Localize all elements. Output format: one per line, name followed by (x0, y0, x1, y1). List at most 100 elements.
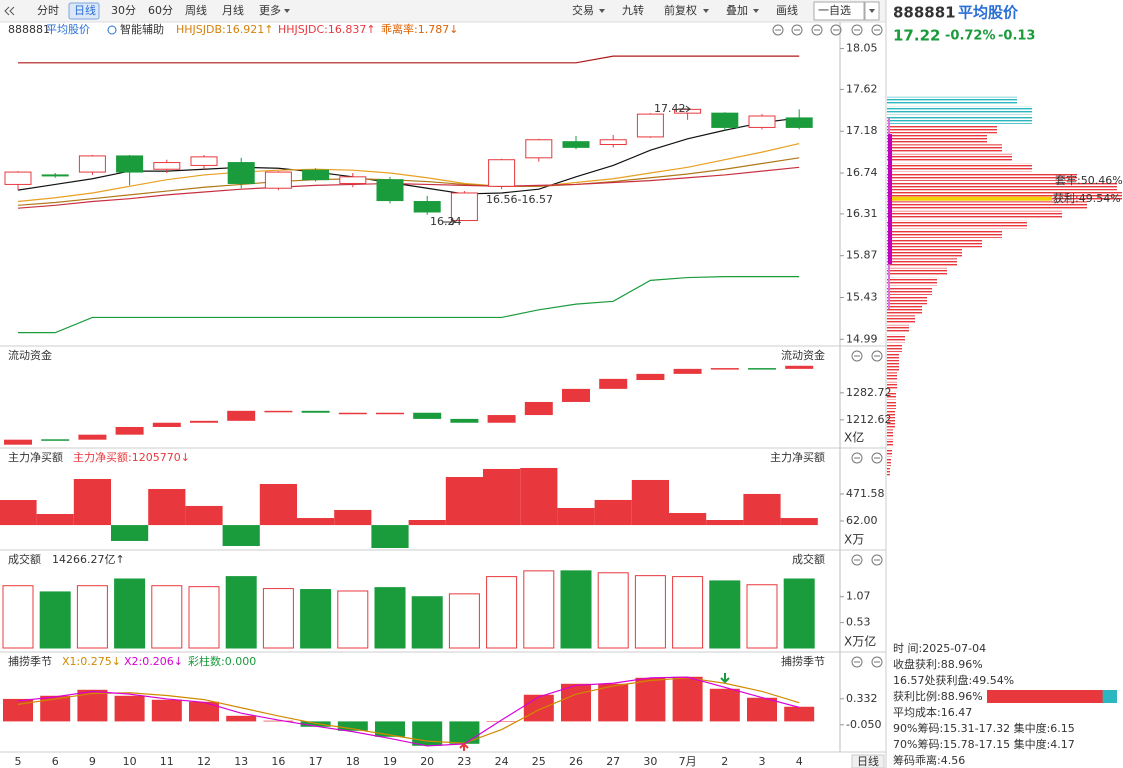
dropdown-arrow (869, 9, 875, 13)
candle-body (748, 115, 776, 128)
x-tick-label: 27 (606, 755, 620, 768)
legend-hhjsjdb: HHJSJDB:16.921↑ (176, 23, 273, 36)
flow-bar (376, 412, 404, 415)
panel-icon[interactable] (772, 24, 784, 36)
candle-body (636, 113, 664, 138)
season-bar (709, 688, 740, 722)
info-line: 16.57处获利盘:49.54% (893, 673, 1014, 687)
panel-icon[interactable] (871, 554, 883, 566)
amount-bar (634, 575, 666, 649)
y-tick-label: 18.05 (846, 42, 878, 55)
x-tick-label: 9 (89, 755, 96, 768)
chip-bar (887, 419, 895, 428)
flow-bar (264, 410, 293, 413)
panel-title-right: 主力净买额 (770, 450, 825, 464)
chip-bar (887, 258, 957, 267)
y-tick-label: -0.050 (846, 718, 881, 731)
tab[interactable]: 分时 (37, 4, 59, 17)
season-bar (114, 695, 145, 722)
candle-body (116, 155, 144, 173)
chip-bar (887, 457, 891, 466)
amount-bar (2, 585, 34, 649)
toolbar-button[interactable]: 画线 (776, 3, 798, 17)
season-bar (375, 721, 405, 737)
amount-bar (783, 578, 815, 649)
toolbar-button[interactable]: 一自选 (818, 4, 851, 17)
candle-body (599, 139, 627, 146)
candle-body (153, 162, 181, 170)
candle-body (711, 112, 739, 128)
panel-icon[interactable] (871, 24, 883, 36)
panel-icon[interactable] (851, 554, 863, 566)
chip-bar (887, 438, 893, 447)
legend-assist[interactable]: 智能辅助 (120, 22, 164, 36)
panel-title: 成交额 (8, 552, 41, 566)
chip-bar (887, 410, 895, 419)
period-label[interactable]: 日线 (857, 754, 879, 768)
season-bar (151, 699, 182, 722)
x-tick-label: 24 (495, 755, 509, 768)
panel-icon[interactable] (851, 656, 863, 668)
legend-name: 平均股价 (46, 23, 90, 36)
season-bar (635, 677, 666, 722)
period-box[interactable] (851, 754, 885, 768)
candle-body (488, 159, 516, 187)
flow-bar (599, 378, 628, 389)
season-bar (672, 676, 703, 722)
button-box[interactable] (813, 1, 865, 21)
panel-icon[interactable] (851, 452, 863, 464)
x-tick-label: 4 (796, 755, 803, 768)
tab[interactable]: 30分 (111, 4, 136, 17)
flow-bar (227, 410, 256, 421)
chip-bar (887, 125, 997, 134)
panel-icon[interactable] (791, 24, 803, 36)
assist-icon[interactable] (107, 25, 117, 35)
season-bar (784, 706, 815, 722)
panel-icon[interactable] (871, 656, 883, 668)
candle-body (302, 169, 330, 181)
panel-title: 主力净买额 (8, 450, 63, 464)
y-tick-label: 1212.62 (846, 413, 892, 426)
x-tick-label: 26 (569, 755, 583, 768)
toolbar-button[interactable]: 九转 (622, 3, 644, 17)
sidebar-icon[interactable] (4, 6, 15, 16)
chip-bar (887, 353, 899, 362)
info-line: 平均成本:16.47 (893, 705, 972, 719)
tab-selected[interactable] (68, 2, 100, 20)
season-legend: X1:0.275↓ (62, 655, 121, 668)
candle-body (376, 179, 404, 202)
tab[interactable]: 60分 (148, 4, 173, 17)
tab[interactable]: 月线 (222, 3, 244, 17)
toolbar-button[interactable]: 前复权 (664, 3, 697, 17)
x-tick-label: 16 (271, 755, 285, 768)
chip-bar (887, 239, 982, 248)
panel-icon[interactable] (871, 452, 883, 464)
tab[interactable]: 日线 (74, 3, 96, 17)
candle-body (41, 174, 69, 177)
annotation-arrow (678, 105, 691, 113)
chip-bar (887, 343, 902, 352)
toolbar-button[interactable]: 交易 (572, 3, 594, 17)
candle-body (785, 117, 813, 128)
tab[interactable]: 更多 (259, 3, 281, 17)
panel-icon[interactable] (811, 24, 823, 36)
flow-bar (562, 388, 590, 402)
panel-icon[interactable] (830, 24, 842, 36)
panel-icon[interactable] (851, 24, 863, 36)
panel-icon[interactable] (871, 350, 883, 362)
panel-icon[interactable] (851, 350, 863, 362)
unit-label: X亿 (844, 430, 864, 445)
tab[interactable]: 周线 (185, 3, 207, 17)
net-bar (557, 508, 595, 526)
net-bar (408, 520, 446, 526)
flow-bar (301, 410, 330, 413)
net-bar (73, 478, 111, 526)
net-bar (36, 514, 74, 526)
chip-bar (887, 429, 893, 438)
chip-bar (887, 248, 962, 257)
toolbar-button[interactable]: 叠加 (726, 4, 748, 17)
season-bar (561, 683, 591, 722)
candle-body (562, 141, 590, 148)
info-line: 筹码乖离:4.56 (893, 753, 965, 767)
